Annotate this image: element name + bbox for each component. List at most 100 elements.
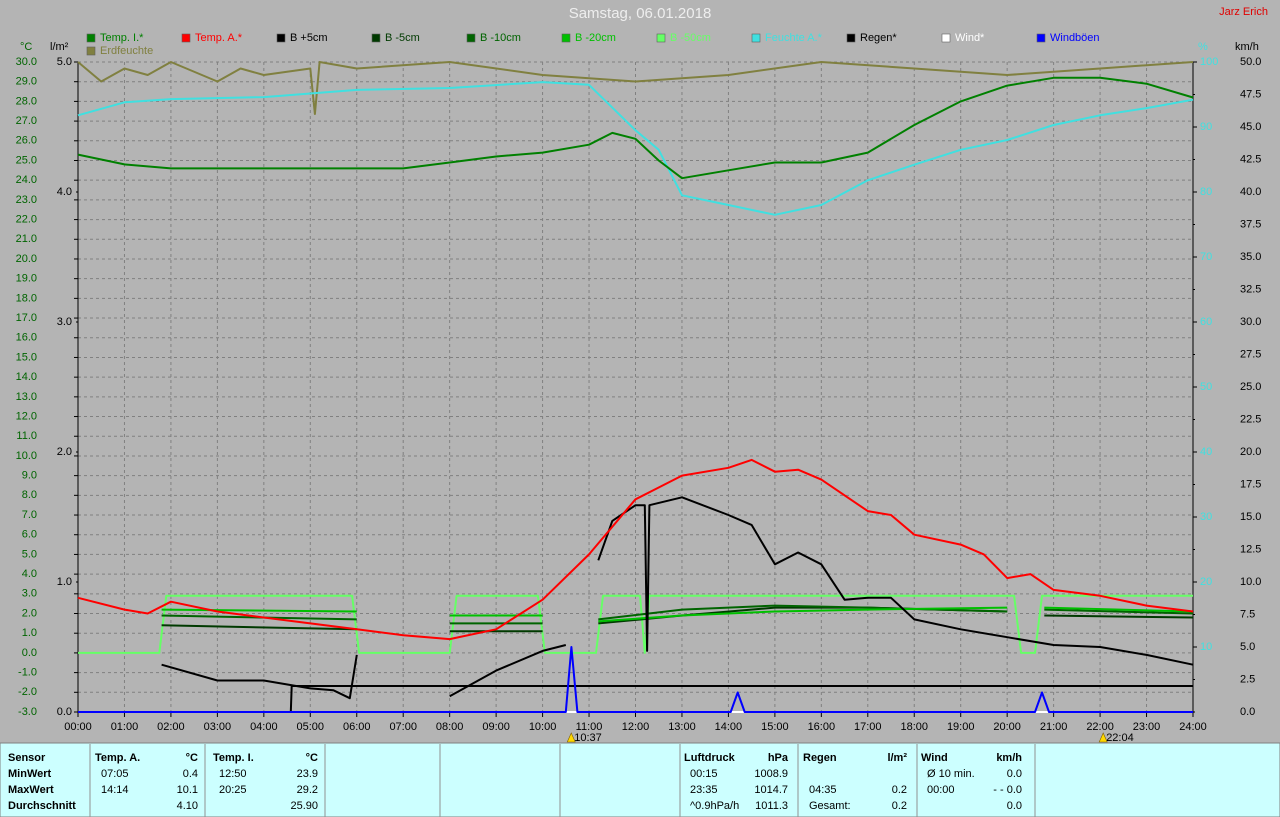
y-tick-label: 40 — [1200, 446, 1212, 458]
x-tick-label: 12:00 — [622, 721, 650, 733]
marker-icon — [1098, 732, 1108, 743]
x-tick-label: 15:00 — [761, 721, 789, 733]
axis-unit: km/h — [1235, 41, 1259, 53]
y-tick-label: 32.5 — [1240, 283, 1261, 295]
table-unit: l/m² — [887, 752, 907, 764]
legend-label: Wind* — [955, 32, 985, 44]
y-tick-label: -1.0 — [18, 667, 37, 679]
legend-swatch — [561, 33, 571, 43]
row-label: MinWert — [8, 768, 52, 780]
y-tick-label: 90 — [1200, 121, 1212, 133]
marker-icon — [566, 732, 576, 743]
author: Jarz Erich — [1219, 6, 1268, 18]
table-unit: hPa — [768, 752, 789, 764]
y-tick-label: -3.0 — [18, 706, 37, 718]
cell-time: 12:50 — [219, 768, 247, 780]
x-tick-label: 20:00 — [993, 721, 1021, 733]
x-tick-label: 09:00 — [482, 721, 510, 733]
cell-time: 07:05 — [101, 768, 129, 780]
y-tick-label: 14.0 — [16, 371, 37, 383]
y-tick-label: 26.0 — [16, 135, 37, 147]
legend-label: B -5cm — [385, 32, 420, 44]
legend-swatch — [466, 33, 476, 43]
y-tick-label: 5.0 — [22, 548, 37, 560]
table-unit: km/h — [996, 752, 1022, 764]
cell-value: 1008.9 — [754, 768, 788, 780]
cell-time: 14:14 — [101, 784, 129, 796]
marker-label: 10:37 — [574, 732, 602, 744]
axis-unit: °C — [20, 41, 32, 53]
x-tick-label: 04:00 — [250, 721, 278, 733]
y-tick-label: 3.0 — [22, 588, 37, 600]
cell-value: 10.1 — [177, 784, 198, 796]
x-tick-label: 19:00 — [947, 721, 975, 733]
cell-value: 1014.7 — [754, 784, 788, 796]
x-tick-label: 08:00 — [436, 721, 464, 733]
table-unit: °C — [306, 752, 318, 764]
legend-label: Temp. I.* — [100, 32, 144, 44]
legend-swatch — [86, 33, 96, 43]
cell-value: 0.2 — [892, 784, 907, 796]
cell-value: - - 0.0 — [993, 784, 1022, 796]
y-tick-label: 50.0 — [1240, 56, 1261, 68]
y-tick-label: 9.0 — [22, 470, 37, 482]
cell-value: 29.2 — [297, 784, 318, 796]
table-header: Luftdruck — [684, 752, 736, 764]
y-tick-label: 13.0 — [16, 391, 37, 403]
x-tick-label: 21:00 — [1040, 721, 1068, 733]
legend-swatch — [86, 46, 96, 56]
y-tick-label: 29.0 — [16, 76, 37, 88]
y-tick-label: 20 — [1200, 576, 1212, 588]
y-tick-label: 7.5 — [1240, 608, 1255, 620]
x-tick-label: 01:00 — [111, 721, 139, 733]
legend-label: B -10cm — [480, 32, 521, 44]
cell-time: ^0.9hPa/h — [690, 800, 739, 812]
cell-value: 0.0 — [1007, 800, 1022, 812]
legend-swatch — [751, 33, 761, 43]
legend-swatch — [276, 33, 286, 43]
series-line — [78, 646, 1193, 713]
legend-swatch — [371, 33, 381, 43]
row-label: Durchschnitt — [8, 800, 76, 812]
legend-label: Regen* — [860, 32, 897, 44]
y-tick-label: 45.0 — [1240, 121, 1261, 133]
x-tick-label: 18:00 — [900, 721, 928, 733]
y-tick-label: 27.5 — [1240, 348, 1261, 360]
y-tick-label: 2.5 — [1240, 673, 1255, 685]
series-line — [77, 458, 1194, 641]
y-tick-label: 18.0 — [16, 292, 37, 304]
x-tick-label: 23:00 — [1133, 721, 1161, 733]
table-header: Regen — [803, 752, 837, 764]
legend-label: B -50cm — [670, 32, 711, 44]
x-tick-label: 02:00 — [157, 721, 185, 733]
y-tick-label: 37.5 — [1240, 218, 1261, 230]
y-tick-label: 5.0 — [1240, 641, 1255, 653]
y-tick-label: 22.5 — [1240, 413, 1261, 425]
legend-swatch — [1036, 33, 1046, 43]
y-tick-label: 8.0 — [22, 489, 37, 501]
y-tick-label: -2.0 — [18, 686, 37, 698]
y-tick-label: 16.0 — [16, 332, 37, 344]
y-tick-label: 5.0 — [57, 56, 72, 68]
y-tick-label: 35.0 — [1240, 251, 1261, 263]
y-tick-label: 30.0 — [1240, 316, 1261, 328]
legend-swatch — [941, 33, 951, 43]
cell-value: 0.4 — [183, 768, 198, 780]
cell-value: 4.10 — [177, 800, 198, 812]
y-tick-label: 30 — [1200, 511, 1212, 523]
y-tick-label: 4.0 — [57, 186, 72, 198]
y-tick-label: 10.0 — [16, 450, 37, 462]
y-tick-label: 12.0 — [16, 410, 37, 422]
y-tick-label: 1.0 — [22, 627, 37, 639]
cell-time: Gesamt: — [809, 800, 851, 812]
cell-value: 0.0 — [1007, 768, 1022, 780]
y-tick-label: 40.0 — [1240, 186, 1261, 198]
y-tick-label: 30.0 — [16, 56, 37, 68]
x-tick-label: 17:00 — [854, 721, 882, 733]
y-tick-label: 50 — [1200, 381, 1212, 393]
y-tick-label: 23.0 — [16, 194, 37, 206]
y-tick-label: 4.0 — [22, 568, 37, 580]
x-tick-label: 06:00 — [343, 721, 371, 733]
